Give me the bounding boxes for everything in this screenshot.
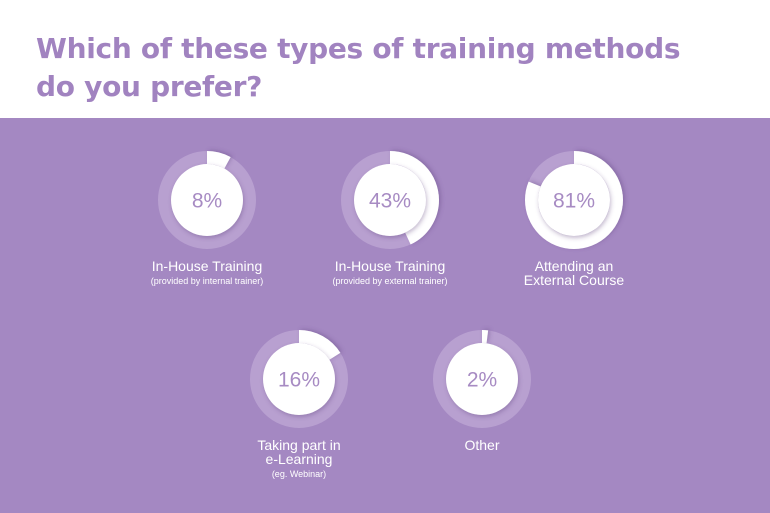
page-title: Which of these types of training methods… — [36, 30, 681, 106]
caption-line: e-Learning — [265, 451, 333, 467]
donut-center — [263, 343, 335, 415]
donut-item-4: 2% Other — [382, 329, 582, 452]
donut-center — [538, 164, 610, 236]
donut-caption: Other — [382, 438, 582, 452]
donut-value-label: 43% — [369, 190, 411, 213]
caption-subtext: (provided by internal trainer) — [150, 276, 264, 286]
title-line-2: do you prefer? — [36, 70, 263, 103]
donut-chart-3: 16% — [250, 330, 348, 428]
donut-item-2: 81% Attending an External Course — [474, 150, 674, 287]
donut-center — [354, 164, 426, 236]
donut-value-arc — [250, 330, 348, 428]
caption-line: External Course — [523, 272, 625, 288]
donut-chart-2: 81% — [525, 151, 623, 249]
donut-caption: In-House Training (provided by internal t… — [107, 259, 307, 287]
caption-line: Other — [464, 437, 500, 453]
caption-line: Attending an — [534, 258, 614, 274]
caption-line: In-House Training — [151, 258, 263, 274]
caption-subtext: (provided by external trainer) — [332, 276, 448, 286]
chart-panel: 8% In-House Training (provided by internal… — [0, 118, 770, 513]
donut-item-1: 43% In-House Training (provided by externa… — [290, 150, 490, 287]
donut-value-arc — [341, 151, 439, 249]
donut-value-arc — [433, 330, 531, 428]
donut-caption: Attending an External Course — [474, 259, 674, 287]
donut-caption: Taking part in e-Learning (eg. Webinar) — [199, 438, 399, 480]
donut-value-arc — [158, 151, 256, 249]
donut-caption: In-House Training (provided by external t… — [290, 259, 490, 287]
caption-line: Taking part in — [257, 437, 341, 453]
donut-value-arc — [525, 151, 623, 249]
donut-chart-1: 43% — [341, 151, 439, 249]
donut-chart-0: 8% — [158, 151, 256, 249]
donut-value-label: 16% — [278, 369, 320, 392]
donut-item-3: 16% Taking part in e-Learning (eg. Webinar) — [199, 329, 399, 480]
caption-line: In-House Training — [334, 258, 446, 274]
donut-value-label: 8% — [192, 190, 222, 213]
donut-chart-4: 2% — [433, 330, 531, 428]
donut-value-label: 2% — [467, 369, 497, 392]
donut-center — [171, 164, 243, 236]
donut-value-label: 81% — [553, 190, 595, 213]
title-line-1: Which of these types of training methods — [36, 32, 681, 65]
donut-item-0: 8% In-House Training (provided by internal… — [107, 150, 307, 287]
donut-center — [446, 343, 518, 415]
caption-subtext: (eg. Webinar) — [271, 469, 327, 479]
